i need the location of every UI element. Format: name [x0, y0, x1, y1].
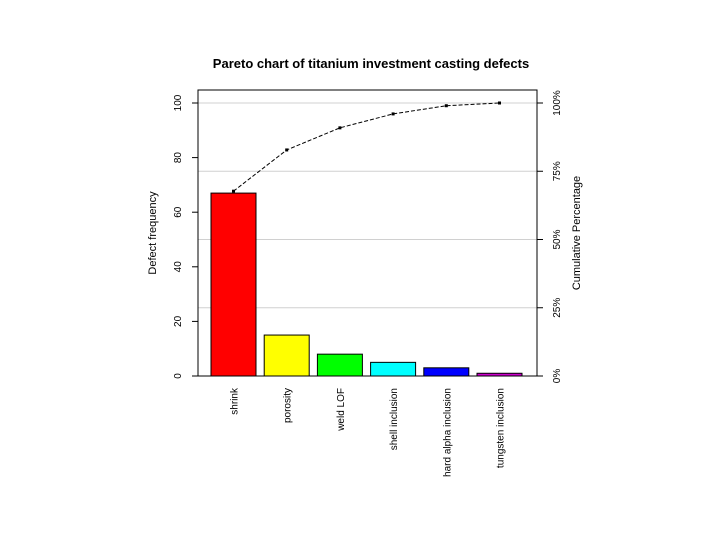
y2-axis-label: Cumulative Percentage	[571, 176, 583, 290]
category-label: shrink	[230, 387, 241, 415]
bar-hard-alpha-inclusion	[423, 367, 470, 377]
category-label: porosity	[283, 388, 294, 423]
bar-shrink	[210, 192, 257, 377]
y2-tick-label: 75%	[552, 161, 563, 181]
category-label: weld LOF	[336, 388, 347, 432]
cumulative-point	[498, 101, 501, 105]
y-tick-label: 80	[173, 152, 184, 164]
cumulative-polyline	[233, 102, 500, 192]
cumulative-point	[285, 148, 289, 152]
plot-frame	[197, 89, 538, 377]
cumulative-line	[232, 101, 501, 193]
y2-tick-label: 50%	[552, 229, 563, 249]
cumulative-point	[232, 189, 235, 193]
y-tick-label: 100	[173, 94, 184, 111]
bar-weld-lof	[316, 353, 363, 377]
y-tick-label: 40	[173, 261, 184, 273]
x-axis-categories: shrink porosity weld LOF shell inclusion har…	[230, 387, 507, 477]
bar-shell-inclusion	[370, 361, 417, 377]
bar-porosity	[263, 334, 310, 377]
y-tick-label: 60	[173, 206, 184, 218]
y2-tick-label: 0%	[552, 369, 563, 384]
category-label: tungsten inclusion	[496, 388, 507, 468]
cumulative-point	[391, 112, 395, 116]
y-tick-label: 0	[173, 373, 184, 379]
y-axis-label: Defect frequency	[147, 191, 159, 275]
y-axis: 0 20 40 60 80 100	[173, 94, 198, 379]
category-label: shell inclusion	[389, 388, 400, 450]
bars	[210, 192, 523, 377]
chart-title: Pareto chart of titanium investment cast…	[213, 56, 529, 71]
category-label: hard alpha inclusion	[442, 388, 453, 477]
y2-axis: 0% 25% 50% 75% 100%	[537, 90, 563, 383]
cumulative-point	[338, 126, 342, 130]
cumulative-point	[444, 104, 448, 108]
y2-tick-label: 25%	[552, 298, 563, 318]
y2-tick-label: 100%	[552, 90, 563, 116]
y-tick-label: 20	[173, 315, 184, 327]
